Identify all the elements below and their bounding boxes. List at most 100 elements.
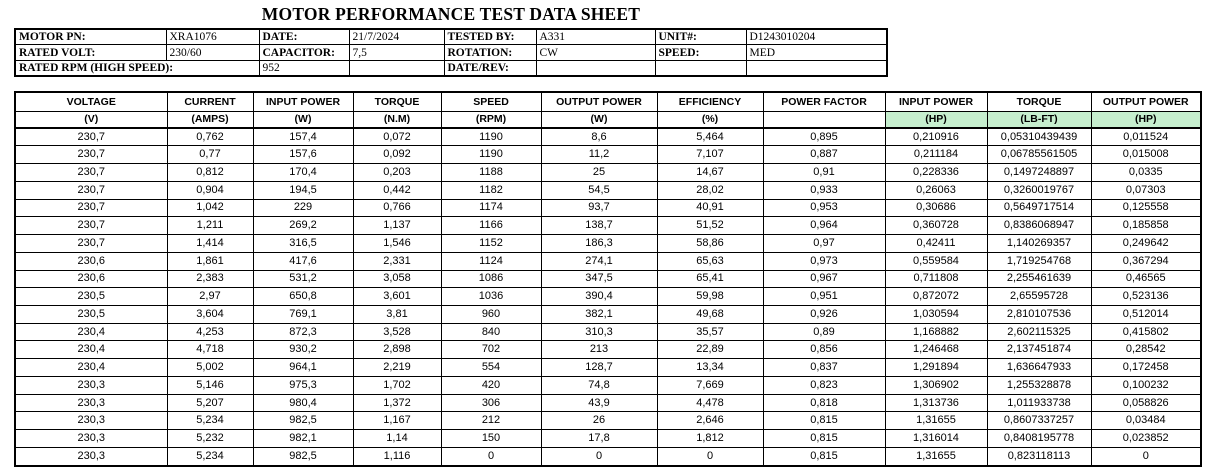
cell-output-power: 0,100232	[1090, 375, 1202, 395]
cell-torque: 2,137451874	[986, 340, 1092, 360]
cell-output-power: 0,058826	[1090, 393, 1202, 413]
cell-torque: 2,810107536	[986, 305, 1092, 324]
col-unit-w: (W)	[540, 111, 658, 129]
info-value: A331	[535, 28, 656, 46]
cell-input-power: 982,1	[252, 429, 354, 448]
table-row: 230,7 1,042 229 0,766 1174 93,7 40,91 0,953 0,30…	[14, 198, 1202, 218]
cell-voltage: 230,4	[14, 340, 168, 360]
page-title: MOTOR PERFORMANCE TEST DATA SHEET	[261, 4, 641, 24]
col-unit-rpm: (RPM)	[440, 111, 542, 129]
cell-speed: 0	[440, 446, 542, 467]
col-header-output-power: OUTPUT POWER	[1090, 91, 1202, 113]
col-unit-blank: (%)	[656, 111, 764, 129]
cell-torque: 2,331	[352, 251, 442, 271]
info-label-rated-volt: RATED VOLT:	[14, 44, 167, 61]
cell-torque: 1,167	[352, 411, 442, 431]
cell-input-power: 269,2	[252, 216, 354, 236]
cell-output-power: 0	[540, 446, 658, 467]
cell-voltage: 230,5	[14, 305, 168, 324]
cell-efficiency: 2,646	[656, 411, 764, 431]
cell-output-power: 0,03484	[1090, 411, 1202, 431]
info-empty-cell	[654, 59, 747, 77]
cell-input-power: 194,5	[252, 180, 354, 200]
cell-torque: 0,092	[352, 145, 442, 165]
cell-input-power: 964,1	[252, 358, 354, 377]
cell-power-factor: 0,951	[762, 287, 886, 307]
info-value: 21/7/2024	[348, 28, 445, 46]
table-row: 230,5 3,604 769,1 3,81 960 382,1 49,68 0,926 1,0…	[14, 305, 1202, 324]
cell-current: 5,207	[166, 393, 254, 413]
cell-output-power: 0,011524	[1090, 127, 1202, 147]
table-row: 230,3 5,234 982,5 1,167 212 26 2,646 0,815 1,316…	[14, 411, 1202, 431]
info-label-unit: UNIT#:	[654, 28, 747, 46]
cell-torque: 1,137	[352, 216, 442, 236]
cell-efficiency: 58,86	[656, 234, 764, 253]
cell-torque: 0,072	[352, 127, 442, 147]
cell-torque: 2,255461639	[986, 269, 1092, 289]
cell-speed: 1124	[440, 251, 542, 271]
cell-input-power: 0,210916	[884, 127, 988, 147]
cell-speed: 150	[440, 429, 542, 448]
col-unit-amps: (AMPS)	[166, 111, 254, 129]
col-unit-v: (V)	[14, 111, 168, 129]
cell-efficiency: 14,67	[656, 163, 764, 182]
cell-output-power: 8,6	[540, 127, 658, 147]
cell-input-power: 982,5	[252, 411, 354, 431]
info-label-speed: SPEED:	[654, 44, 747, 61]
cell-current: 5,146	[166, 375, 254, 395]
cell-power-factor: 0,933	[762, 180, 886, 200]
cell-current: 3,604	[166, 305, 254, 324]
cell-output-power: 0,0335	[1090, 163, 1202, 182]
cell-output-power: 0,249642	[1090, 234, 1202, 253]
cell-output-power: 347,5	[540, 269, 658, 289]
cell-output-power: 0,28542	[1090, 340, 1202, 360]
cell-torque: 1,140269357	[986, 234, 1092, 253]
cell-efficiency: 65,41	[656, 269, 764, 289]
cell-torque: 3,601	[352, 287, 442, 307]
cell-input-power: 650,8	[252, 287, 354, 307]
table-row: 230,4 4,718 930,2 2,898 702 213 22,89 0,856 1,24…	[14, 340, 1202, 360]
cell-output-power: 138,7	[540, 216, 658, 236]
cell-voltage: 230,4	[14, 322, 168, 342]
info-table: MOTOR PN: XRA1076 DATE: 21/7/2024 TESTED BY:…	[14, 28, 888, 78]
cell-output-power: 0,415802	[1090, 322, 1202, 342]
cell-input-power: 930,2	[252, 340, 354, 360]
cell-output-power: 213	[540, 340, 658, 360]
cell-input-power: 1,291894	[884, 358, 988, 377]
table-row: 230,7 0,762 157,4 0,072 1190 8,6 5,464 0,895 0,2…	[14, 127, 1202, 147]
cell-input-power: 0,360728	[884, 216, 988, 236]
cell-current: 5,234	[166, 411, 254, 431]
cell-power-factor: 0,91	[762, 163, 886, 182]
cell-efficiency: 51,52	[656, 216, 764, 236]
cell-speed: 420	[440, 375, 542, 395]
cell-efficiency: 35,57	[656, 322, 764, 342]
cell-torque: 1,255328878	[986, 375, 1092, 395]
cell-current: 5,232	[166, 429, 254, 448]
cell-input-power: 316,5	[252, 234, 354, 253]
cell-output-power: 0,367294	[1090, 251, 1202, 271]
cell-output-power: 93,7	[540, 198, 658, 218]
cell-current: 0,762	[166, 127, 254, 147]
cell-power-factor: 0,815	[762, 429, 886, 448]
cell-voltage: 230,7	[14, 145, 168, 165]
cell-speed: 212	[440, 411, 542, 431]
cell-torque: 0,5649717514	[986, 198, 1092, 218]
cell-torque: 0,203	[352, 163, 442, 182]
cell-torque: 2,898	[352, 340, 442, 360]
info-value: MED	[745, 44, 888, 61]
cell-power-factor: 0,818	[762, 393, 886, 413]
cell-output-power: 0,46565	[1090, 269, 1202, 289]
cell-efficiency: 22,89	[656, 340, 764, 360]
cell-power-factor: 0,815	[762, 446, 886, 467]
cell-current: 1,211	[166, 216, 254, 236]
info-value: CW	[535, 44, 656, 61]
table-row: 230,3 5,207 980,4 1,372 306 43,9 4,478 0,818 1,3…	[14, 393, 1202, 413]
info-row: RATED RPM (HIGH SPEED): 952 DATE/REV:	[14, 59, 888, 77]
cell-torque: 1,116	[352, 446, 442, 467]
cell-output-power: 17,8	[540, 429, 658, 448]
header-row-units: (V) (AMPS) (W) (N.M) (RPM) (W) (%) (HP) (LB-FT)(…	[14, 111, 1202, 129]
cell-input-power: 769,1	[252, 305, 354, 324]
info-value: XRA1076	[165, 28, 260, 46]
cell-input-power: 0,30686	[884, 198, 988, 218]
col-header-power-factor: POWER FACTOR	[762, 91, 886, 113]
